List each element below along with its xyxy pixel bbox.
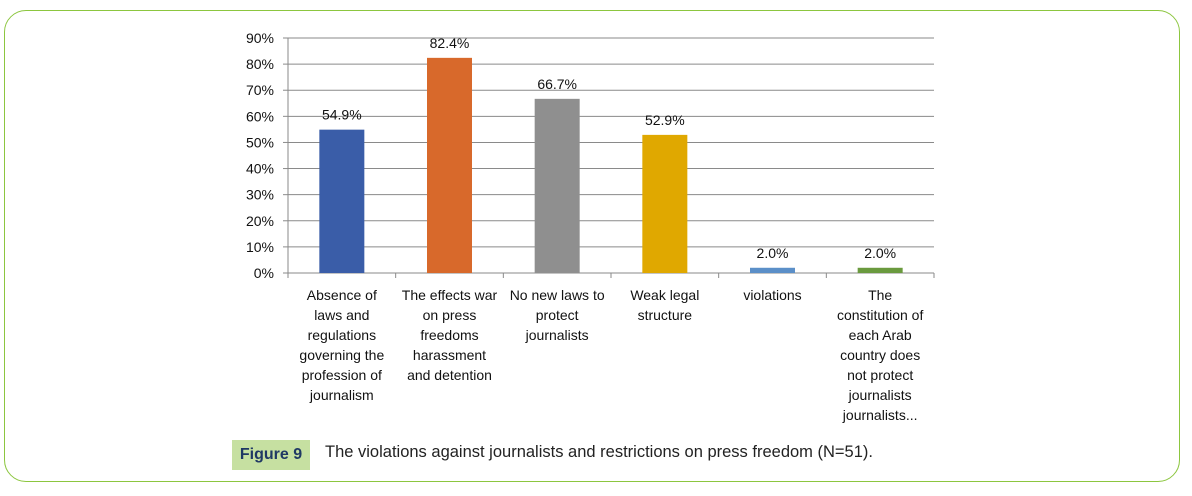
x-tick-label-line: journalists... (842, 407, 918, 423)
data-label: 66.7% (537, 76, 577, 92)
data-label: 2.0% (864, 245, 896, 261)
x-tick-label: Weak legal structure (611, 285, 719, 325)
x-tick-label-line: journalists (848, 387, 912, 403)
x-tick-label-line: structure (637, 307, 693, 323)
y-tick-label: 60% (246, 108, 274, 124)
x-tick-label-line: Absence of (306, 287, 377, 303)
x-tick-label-line: journalists (525, 327, 589, 343)
y-tick-label: 30% (246, 187, 274, 203)
y-tick-label: 50% (246, 134, 274, 150)
x-tick-label-line: not protect (847, 367, 914, 383)
x-tick-label-line: journalism (309, 387, 374, 403)
x-tick-label: The constitution of each Arab country does n… (826, 285, 934, 425)
x-tick-label-line: laws and (314, 307, 370, 323)
x-tick-label-line: country does (840, 347, 921, 363)
y-tick-label: 70% (246, 82, 274, 98)
bar (534, 98, 580, 273)
x-tick-label-line: profession of (301, 367, 382, 383)
x-tick-label-line: protect (535, 307, 579, 323)
x-tick-label-line: violations (743, 287, 802, 303)
bar (857, 267, 903, 273)
x-tick-label-line: on press (422, 307, 477, 323)
x-tick-label: violations (719, 285, 827, 305)
x-tick-label-line: No new laws to (509, 287, 605, 303)
x-tick-label-line: constitution of (836, 307, 924, 323)
bar (642, 134, 688, 273)
x-tick-label-line: freedoms (420, 327, 479, 343)
x-tick-label-line: The (868, 287, 893, 303)
data-label: 54.9% (322, 107, 362, 123)
figure-label: Figure 9 (232, 440, 310, 470)
x-tick-label-line: and detention (407, 367, 492, 383)
data-label: 82.4% (430, 35, 470, 51)
bar (750, 267, 795, 273)
x-tick-label: No new laws to protect journalists (503, 285, 611, 345)
x-tick-label-line: regulations (307, 327, 377, 343)
y-tick-label: 90% (246, 30, 274, 46)
x-tick-label-line: The effects war (401, 287, 498, 303)
bar (427, 57, 472, 273)
y-tick-label: 20% (246, 213, 274, 229)
x-tick-label-line: each Arab (848, 327, 912, 343)
y-tick-label: 80% (246, 56, 274, 72)
x-tick-label-line: Weak legal (630, 287, 700, 303)
data-label: 52.9% (645, 112, 685, 128)
y-tick-label: 40% (246, 161, 274, 177)
x-tick-label-line: harassment (412, 347, 487, 363)
x-tick-label-line: governing the (299, 347, 385, 363)
y-tick-label: 10% (246, 239, 274, 255)
bar (319, 129, 365, 273)
y-tick-label: 0% (254, 265, 274, 281)
figure-frame (4, 10, 1180, 482)
data-label: 2.0% (757, 245, 789, 261)
x-tick-label: Absence of laws and regulations governing t… (288, 285, 396, 405)
x-tick-label: The effects war on press freedoms harassmen… (396, 285, 504, 385)
figure-caption: The violations against journalists and r… (325, 443, 873, 461)
